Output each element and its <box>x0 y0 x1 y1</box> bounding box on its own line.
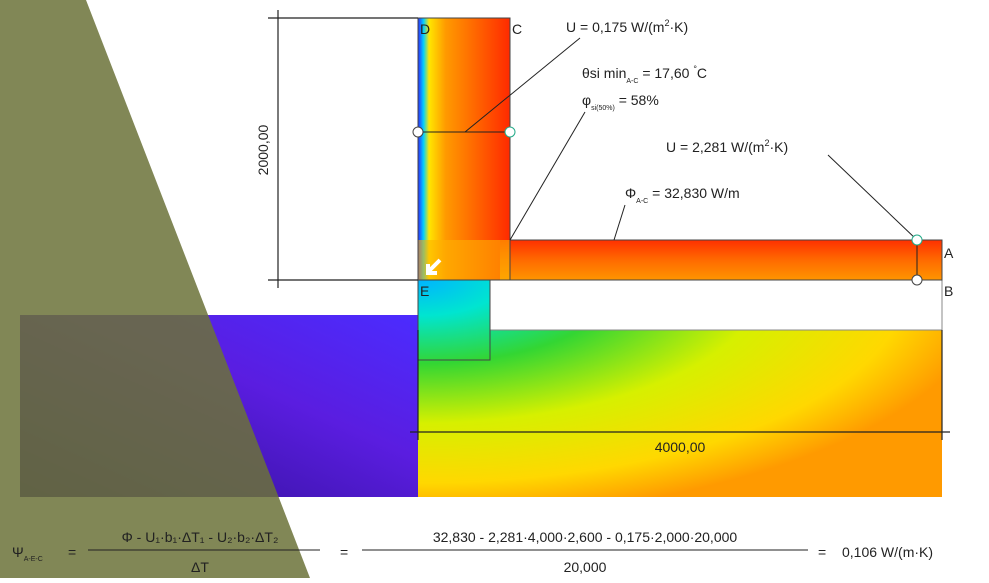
diagram: 2000,00 4000,00 D C A B E U = 0,175 W/(m… <box>0 0 989 578</box>
denominator: ΔT <box>191 559 209 575</box>
point-label: A <box>944 245 954 261</box>
point-label: B <box>944 283 953 299</box>
text-part: ·K) <box>669 19 688 35</box>
theta: θsi minA-C = 17,60 °C <box>582 64 707 85</box>
text-part: = 2,281 W/(m <box>680 139 764 155</box>
text-part: U <box>666 139 676 155</box>
denominator: 20,000 <box>564 559 607 575</box>
numerator: Φ - U₁·b₁·ΔT₁ - U₂·b₂·ΔT₂ <box>122 529 279 545</box>
phi: φsi(50%) = 58% <box>582 92 659 112</box>
flux: ΦA-C = 32,830 W/m <box>625 185 740 205</box>
u-floor: U = 2,281 W/(m2·K) <box>666 138 788 155</box>
text-part: = 17,60 <box>642 65 693 81</box>
equals: = <box>68 544 76 560</box>
text-part: = 58% <box>619 92 659 108</box>
height-dimension: 2000,00 <box>255 124 271 175</box>
text-part: A-E-C <box>24 556 43 563</box>
result: 0,106 W/(m·K) <box>842 544 933 560</box>
text-part: Ψ <box>12 544 24 560</box>
text-part: si(50%) <box>591 105 615 112</box>
point-label: E <box>420 283 429 299</box>
text-part: ·K) <box>769 139 788 155</box>
text-part: θ <box>582 65 590 81</box>
point-label: C <box>512 21 522 37</box>
text-part: Φ <box>625 185 636 201</box>
text-part: si min <box>590 65 627 81</box>
equals: = <box>818 544 826 560</box>
text-part: = 0,175 W/(m <box>580 19 664 35</box>
decorative-overlay <box>0 0 310 578</box>
text-part: A-C <box>636 198 648 205</box>
text-part: U <box>566 19 576 35</box>
text-part: φ <box>582 92 591 108</box>
u-wall: U = 0,175 W/(m2·K) <box>566 18 688 35</box>
text-part: = 32,830 W/m <box>652 185 740 201</box>
numerator: 32,830 - 2,281·4,000·2,600 - 0,175·2,000… <box>433 529 738 545</box>
equals: = <box>340 544 348 560</box>
point-label: D <box>420 21 430 37</box>
text-part: C <box>697 65 707 81</box>
width-dimension: 4000,00 <box>655 439 706 455</box>
annotations: U = 0,175 W/(m2·K) θsi minA-C = 17,60 °C… <box>566 18 788 205</box>
text-part: A-C <box>626 78 638 85</box>
